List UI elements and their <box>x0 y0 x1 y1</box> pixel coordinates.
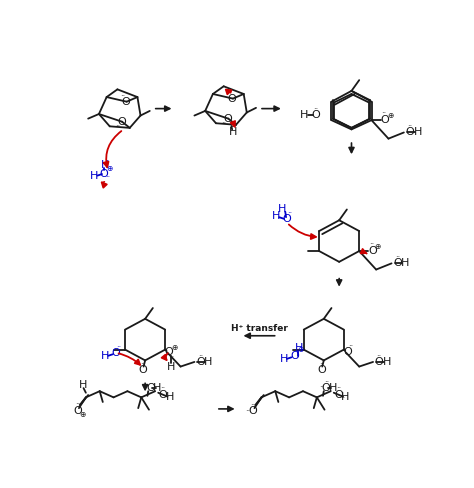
Text: H: H <box>329 383 337 393</box>
Text: ··: ·· <box>250 401 255 410</box>
Text: ··: ·· <box>140 360 146 369</box>
Text: H: H <box>280 354 288 364</box>
Text: ··: ·· <box>313 105 319 114</box>
Text: ··: ·· <box>348 342 353 351</box>
Text: ··: ·· <box>120 93 126 102</box>
Text: ⊕: ⊕ <box>298 345 304 354</box>
Text: ··: ·· <box>369 241 374 249</box>
Text: ··: ·· <box>336 385 341 393</box>
Text: ··: ·· <box>75 401 80 409</box>
Text: ⊕: ⊕ <box>387 111 393 120</box>
Text: O: O <box>283 215 291 224</box>
Text: O: O <box>375 357 383 367</box>
Text: H⁺ transfer: H⁺ transfer <box>231 324 288 332</box>
Text: ··: ·· <box>319 360 324 369</box>
Text: O: O <box>322 383 330 393</box>
Text: O: O <box>164 347 173 357</box>
Text: H: H <box>204 357 212 367</box>
Text: O: O <box>228 94 237 104</box>
Text: ⊕: ⊕ <box>80 410 86 419</box>
Text: ⊕: ⊕ <box>230 120 236 128</box>
Text: ··: ·· <box>287 210 292 219</box>
Text: O: O <box>393 258 402 268</box>
Text: H: H <box>383 357 391 367</box>
Text: O: O <box>99 169 108 179</box>
Text: H: H <box>90 171 99 181</box>
Text: O: O <box>334 390 343 400</box>
Text: H: H <box>79 380 88 390</box>
Text: O: O <box>380 115 389 125</box>
Text: O: O <box>317 365 326 375</box>
Text: H: H <box>101 351 109 361</box>
Text: ··: ·· <box>324 378 329 387</box>
Text: H: H <box>165 392 174 403</box>
Text: H: H <box>101 160 109 170</box>
Text: ··: ·· <box>340 394 346 404</box>
Text: H: H <box>413 127 422 138</box>
Text: ··: ·· <box>115 122 120 131</box>
Text: ··: ·· <box>221 119 226 128</box>
Text: ··: ·· <box>381 109 386 119</box>
Text: ··: ·· <box>376 352 382 361</box>
Text: H: H <box>301 110 309 120</box>
Text: O: O <box>111 347 120 358</box>
Text: O: O <box>343 347 352 357</box>
Text: ··: ·· <box>116 344 121 352</box>
Text: ··: ·· <box>319 383 324 392</box>
Text: H: H <box>401 258 410 268</box>
Text: ··: ·· <box>143 383 148 392</box>
Text: H: H <box>229 127 237 138</box>
Text: ··: ·· <box>245 407 250 416</box>
Text: O: O <box>223 114 232 124</box>
Text: H: H <box>295 343 303 353</box>
Text: O: O <box>368 246 377 256</box>
Text: O: O <box>196 357 205 367</box>
Text: O: O <box>290 351 299 361</box>
Text: ⊕: ⊕ <box>171 343 178 352</box>
Text: O: O <box>406 127 414 138</box>
Text: O: O <box>73 406 82 416</box>
Text: ··: ·· <box>395 253 401 263</box>
Text: ··: ·· <box>407 122 413 132</box>
Text: H: H <box>153 383 162 393</box>
Text: ⊕: ⊕ <box>374 242 381 251</box>
Text: ··: ·· <box>160 385 165 393</box>
Text: ··: ·· <box>170 353 175 362</box>
Text: O: O <box>117 118 126 127</box>
Text: ··: ·· <box>227 89 232 99</box>
Text: O: O <box>121 98 130 107</box>
Text: O: O <box>312 110 320 120</box>
Text: ⊕: ⊕ <box>107 164 113 173</box>
Text: ··: ·· <box>106 173 111 183</box>
Text: O: O <box>146 383 155 393</box>
Text: O: O <box>138 365 147 375</box>
Text: H: H <box>167 362 175 371</box>
Text: H: H <box>272 211 280 222</box>
Text: H: H <box>341 392 349 403</box>
Text: O: O <box>158 390 167 400</box>
Text: H: H <box>278 203 286 214</box>
Text: ··: ·· <box>198 352 203 361</box>
Text: O: O <box>248 406 257 416</box>
